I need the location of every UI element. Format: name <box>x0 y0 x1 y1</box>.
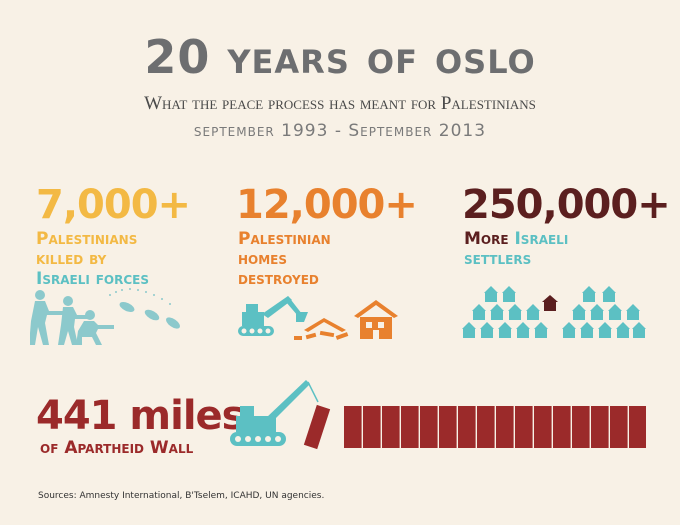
killed-label-line3: Israeli forces <box>36 269 150 289</box>
title-number: 20 <box>144 30 211 84</box>
settlers-label-line2: settlers <box>464 249 532 269</box>
date-range: september 1993 - September 2013 <box>193 121 487 141</box>
wall-segment <box>572 406 590 448</box>
settlers-label-israeli: Israeli <box>514 229 569 249</box>
homes-label-line3: destroyed <box>238 269 319 289</box>
sources-note: Sources: Amnesty International, B'Tselem… <box>38 491 325 501</box>
wall-segment <box>610 406 628 448</box>
wall-segment <box>363 406 381 448</box>
page-title: 20 years of oslo <box>0 30 680 84</box>
wall-segment <box>401 406 419 448</box>
wall-segment <box>382 406 400 448</box>
wall-number: 441 miles <box>36 393 245 439</box>
settlement-houses-left <box>462 286 548 338</box>
wall-segment <box>629 406 646 448</box>
wall-segment <box>515 406 533 448</box>
crane-wall-icon <box>230 380 646 450</box>
settlers-label-line1: More Israeli <box>464 230 568 249</box>
palestinian-house <box>542 295 558 311</box>
page-subtitle: What the peace process has meant for Pal… <box>144 93 536 114</box>
homes-label-line1: Palestinian <box>238 229 331 249</box>
settlement-houses-right <box>562 286 646 338</box>
crane <box>230 380 319 446</box>
wall-segment <box>591 406 609 448</box>
killed-number: 7,000+ <box>36 182 191 228</box>
wall-segment <box>344 406 362 448</box>
settlement-houses-icon <box>462 286 646 338</box>
wall-segments <box>344 406 646 448</box>
wall-segment <box>553 406 571 448</box>
killed-label-line2: killed by <box>36 249 107 269</box>
wall-segment <box>420 406 438 448</box>
wall-segment-lifted <box>303 404 331 450</box>
settlers-number: 250,000+ <box>462 182 671 228</box>
wall-segment <box>534 406 552 448</box>
homes-number: 12,000+ <box>236 182 418 228</box>
soldiers-shooting-icon <box>30 288 180 345</box>
wall-label: of Apartheid Wall <box>40 438 194 458</box>
wall-segment <box>477 406 495 448</box>
wall-segment <box>458 406 476 448</box>
wall-segment <box>439 406 457 448</box>
wall-segment <box>496 406 514 448</box>
bulldozer-demolition-icon <box>238 296 398 340</box>
title-text: years of oslo <box>227 30 536 84</box>
killed-label-line1: Palestinians <box>36 229 138 249</box>
settlers-label-more: More <box>464 229 509 249</box>
homes-label-line2: homes <box>238 249 288 269</box>
